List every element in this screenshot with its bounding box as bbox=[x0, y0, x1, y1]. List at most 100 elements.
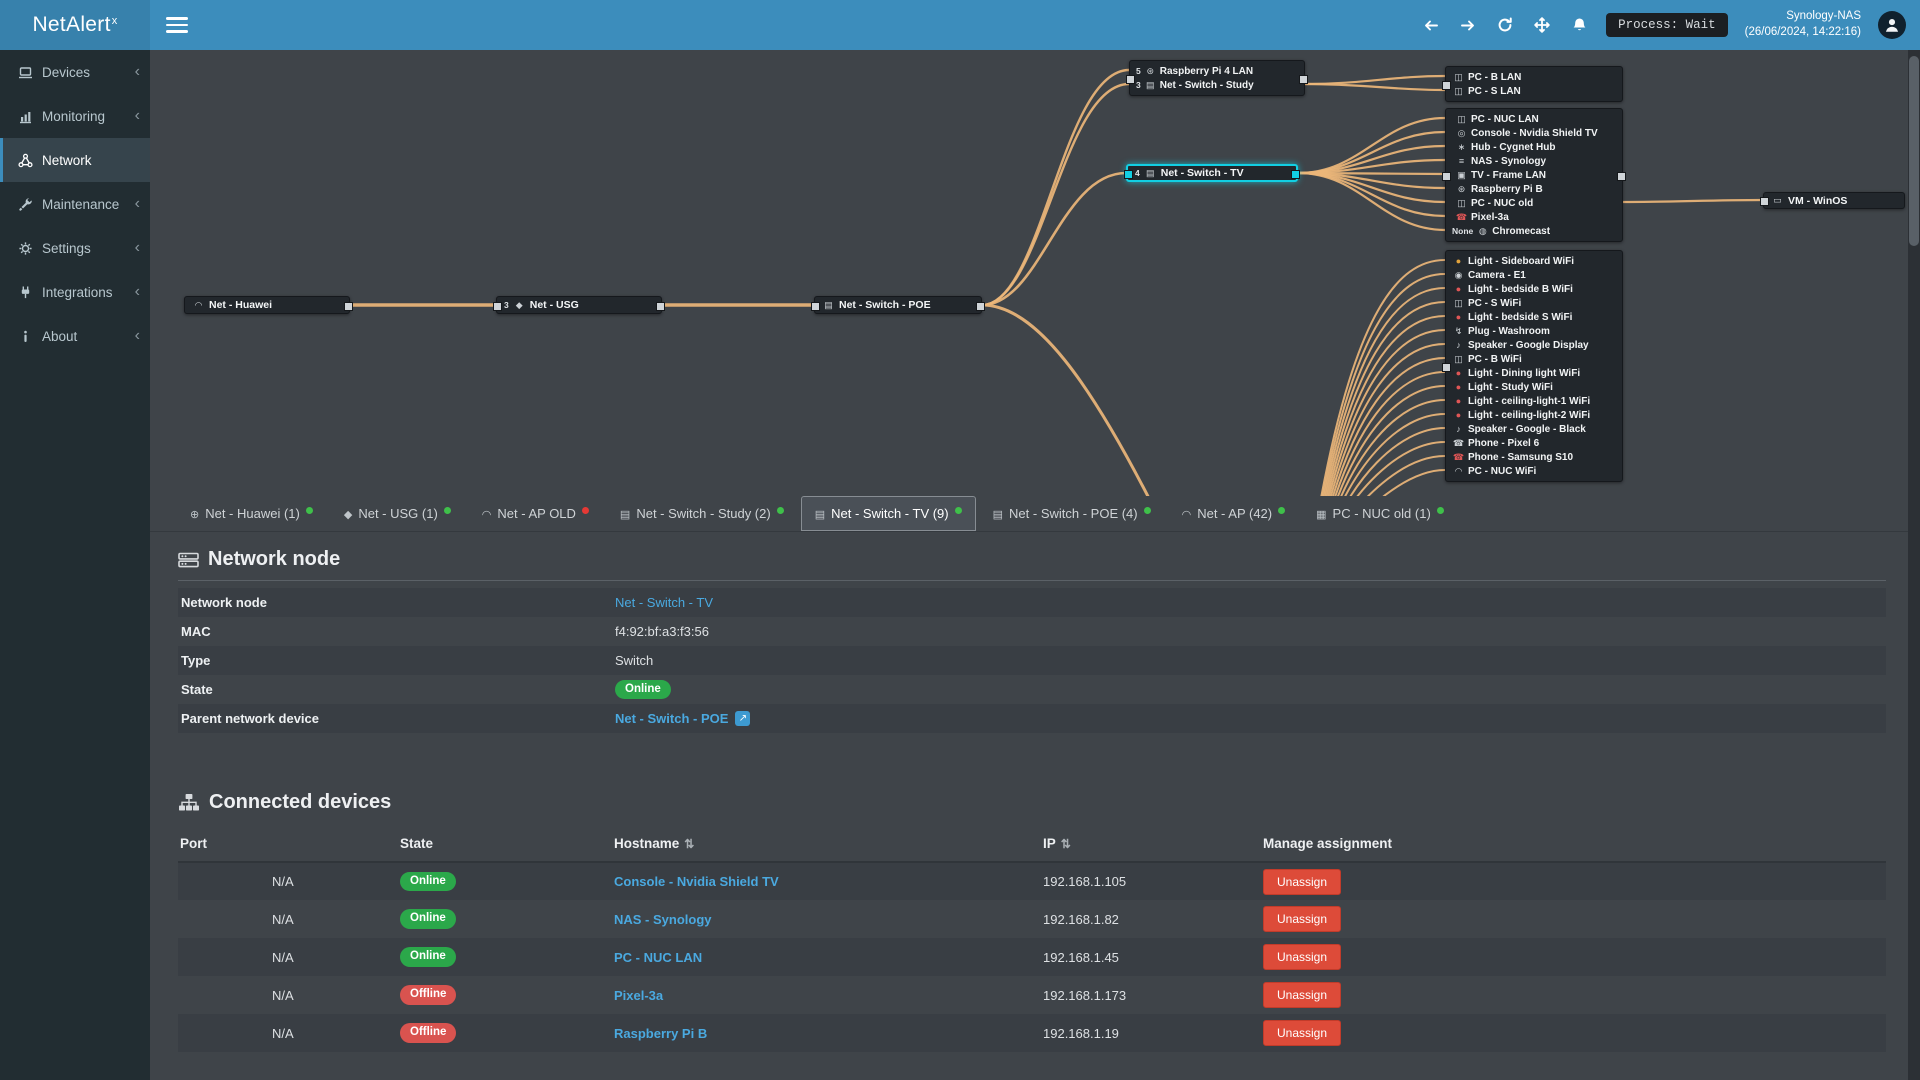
node-tab[interactable]: PC - NUC old (1) bbox=[1302, 496, 1458, 531]
sidebar-item-devices[interactable]: Devices ‹ bbox=[0, 50, 150, 94]
field-row: Type Switch bbox=[178, 646, 1886, 675]
topology-device-row[interactable]: None Chromecast bbox=[1448, 224, 1620, 238]
topology-device-row[interactable]: TV - Frame LAN bbox=[1448, 168, 1620, 182]
tab-label: Net - AP (42) bbox=[1197, 506, 1273, 521]
sitemap-icon bbox=[179, 794, 199, 811]
app-logo[interactable]: NetAlert x bbox=[0, 0, 150, 50]
node-tab[interactable]: Net - Switch - TV (9) bbox=[800, 496, 976, 531]
topology-device-row[interactable]: Light - Sideboard WiFi bbox=[1448, 254, 1620, 268]
nav-back-icon[interactable] bbox=[1421, 15, 1441, 35]
network-node-link[interactable]: Net - Switch - TV bbox=[615, 595, 714, 610]
topology-device-row[interactable]: Light - ceiling-light-1 WiFi bbox=[1448, 394, 1620, 408]
topology-device-row[interactable]: PC - S LAN bbox=[1448, 84, 1620, 98]
topology-device-row[interactable]: Phone - Samsung S10 bbox=[1448, 450, 1620, 464]
topology-device-row[interactable]: Phone - Pixel 6 bbox=[1448, 436, 1620, 450]
device-icon bbox=[1476, 226, 1489, 237]
parent-device-link[interactable]: Net - Switch - POE bbox=[615, 711, 729, 726]
col-header-hostname[interactable]: Hostname bbox=[612, 826, 1041, 863]
topology-device-row[interactable]: Raspberry Pi B bbox=[1448, 182, 1620, 196]
topology-device-row[interactable]: Console - Nvidia Shield TV bbox=[1448, 126, 1620, 140]
status-dot bbox=[305, 507, 313, 514]
sidebar-item-settings[interactable]: Settings ‹ bbox=[0, 226, 150, 270]
node-tab[interactable]: Net - AP (42) bbox=[1168, 496, 1300, 531]
top-header: NetAlert x Process: Wait Synology-NAS (26 bbox=[0, 0, 1920, 50]
unassign-button[interactable]: Unassign bbox=[1263, 944, 1342, 970]
sidebar-label: Devices bbox=[42, 64, 91, 80]
process-status-badge: Process: Wait bbox=[1606, 13, 1728, 37]
topology-device-row[interactable]: PC - NUC old bbox=[1448, 196, 1620, 210]
hostname-link[interactable]: NAS - Synology bbox=[614, 911, 712, 927]
unassign-button[interactable]: Unassign bbox=[1263, 868, 1342, 895]
hostname-link[interactable]: Raspberry Pi B bbox=[614, 1025, 708, 1041]
tab-label: Net - USG (1) bbox=[358, 506, 438, 521]
topology-device-row[interactable]: Light - ceiling-light-2 WiFi bbox=[1448, 408, 1620, 422]
topology-device-row[interactable]: Speaker - Google Display bbox=[1448, 338, 1620, 352]
sort-icon[interactable] bbox=[1061, 837, 1071, 851]
sidebar-item-about[interactable]: About ‹ bbox=[0, 314, 150, 358]
col-header-ip[interactable]: IP bbox=[1041, 826, 1261, 863]
sidebar-item-network[interactable]: Network bbox=[0, 138, 150, 182]
sidebar-item-monitoring[interactable]: Monitoring ‹ bbox=[0, 94, 150, 138]
sidebar-toggle-button[interactable] bbox=[166, 17, 188, 33]
topology-device-row[interactable]: Camera - E1 bbox=[1448, 268, 1620, 282]
topology-device-row[interactable]: 5 Raspberry Pi 4 LAN bbox=[1132, 64, 1302, 78]
user-avatar[interactable] bbox=[1878, 11, 1906, 39]
node-tab[interactable]: Net - Huawei (1) bbox=[176, 496, 327, 531]
move-icon[interactable] bbox=[1532, 15, 1552, 35]
bell-icon[interactable] bbox=[1569, 15, 1589, 35]
gear-icon bbox=[17, 240, 33, 256]
hostname-link[interactable]: Pixel-3a bbox=[614, 987, 664, 1003]
topology-device-row[interactable]: NAS - Synology bbox=[1448, 154, 1620, 168]
sidebar-item-maintenance[interactable]: Maintenance ‹ bbox=[0, 182, 150, 226]
topology-device-row[interactable]: Pixel-3a bbox=[1448, 210, 1620, 224]
unassign-button[interactable]: Unassign bbox=[1263, 906, 1342, 932]
topology-device-row[interactable]: Light - Dining light WiFi bbox=[1448, 366, 1620, 380]
topology-device-row[interactable]: PC - NUC WiFi bbox=[1448, 464, 1620, 478]
topology-device-row[interactable]: Light - bedside B WiFi bbox=[1448, 282, 1620, 296]
info-icon bbox=[17, 328, 33, 344]
external-link-icon[interactable] bbox=[735, 711, 751, 726]
sidebar-item-integrations[interactable]: Integrations ‹ bbox=[0, 270, 150, 314]
topology-device-row[interactable]: Plug - Washroom bbox=[1448, 324, 1620, 338]
device-label: Light - Dining light WiFi bbox=[1468, 367, 1581, 379]
node-tab[interactable]: Net - Switch - POE (4) bbox=[979, 496, 1165, 531]
nav-forward-icon[interactable] bbox=[1458, 15, 1478, 35]
device-icon bbox=[1452, 368, 1465, 378]
topology-node-net-usg[interactable]: 3 Net - USG bbox=[493, 296, 665, 314]
device-icon bbox=[1452, 396, 1465, 406]
node-tab[interactable]: Net - AP OLD bbox=[468, 496, 603, 531]
device-icon bbox=[1452, 452, 1465, 463]
unassign-button[interactable]: Unassign bbox=[1263, 982, 1342, 1008]
col-header-state[interactable]: State bbox=[398, 826, 612, 863]
wifi-icon bbox=[192, 300, 205, 311]
topology-node-vm-winos[interactable]: VM - WinOS bbox=[1760, 192, 1905, 209]
topology-device-row[interactable]: Speaker - Google - Black bbox=[1448, 422, 1620, 436]
topology-device-row[interactable]: Light - Study WiFi bbox=[1448, 380, 1620, 394]
topology-node-net-switch-poe[interactable]: Net - Switch - POE bbox=[811, 296, 985, 314]
topology-device-row[interactable]: PC - NUC LAN bbox=[1448, 112, 1620, 126]
hostname-link[interactable]: Console - Nvidia Shield TV bbox=[614, 874, 779, 889]
topology-device-row[interactable]: PC - B LAN bbox=[1448, 70, 1620, 84]
col-header-port[interactable]: Port bbox=[178, 826, 398, 863]
state-badge: Online bbox=[400, 947, 456, 967]
hostname-link[interactable]: PC - NUC LAN bbox=[614, 949, 703, 965]
topology-node-net-huawei[interactable]: Net - Huawei bbox=[184, 296, 353, 314]
topology-device-row[interactable]: PC - S WiFi bbox=[1448, 296, 1620, 310]
device-row: N/A Offline Pixel-3a 192.168.1.173 Unass… bbox=[178, 976, 1886, 1014]
node-tab[interactable]: Net - Switch - Study (2) bbox=[606, 496, 798, 531]
node-tab[interactable]: Net - USG (1) bbox=[330, 496, 465, 531]
unassign-button[interactable]: Unassign bbox=[1263, 1020, 1342, 1046]
topology-device-row[interactable]: PC - B WiFi bbox=[1448, 352, 1620, 366]
state-badge: Online bbox=[615, 679, 671, 700]
device-icon bbox=[1144, 66, 1157, 77]
topology-device-row[interactable]: Light - bedside S WiFi bbox=[1448, 310, 1620, 324]
section-title: Connected devices bbox=[178, 791, 1886, 814]
sort-icon[interactable] bbox=[684, 837, 694, 851]
topology-device-row[interactable]: 3 Net - Switch - Study bbox=[1132, 78, 1302, 92]
topology-node-net-switch-tv[interactable]: 4 Net - Switch - TV bbox=[1124, 164, 1300, 182]
refresh-icon[interactable] bbox=[1495, 15, 1515, 35]
scrollbar-thumb[interactable] bbox=[1909, 56, 1919, 246]
device-icon bbox=[1452, 354, 1465, 365]
device-row: N/A Online Console - Nvidia Shield TV 19… bbox=[178, 862, 1886, 900]
topology-device-row[interactable]: Hub - Cygnet Hub bbox=[1448, 140, 1620, 154]
